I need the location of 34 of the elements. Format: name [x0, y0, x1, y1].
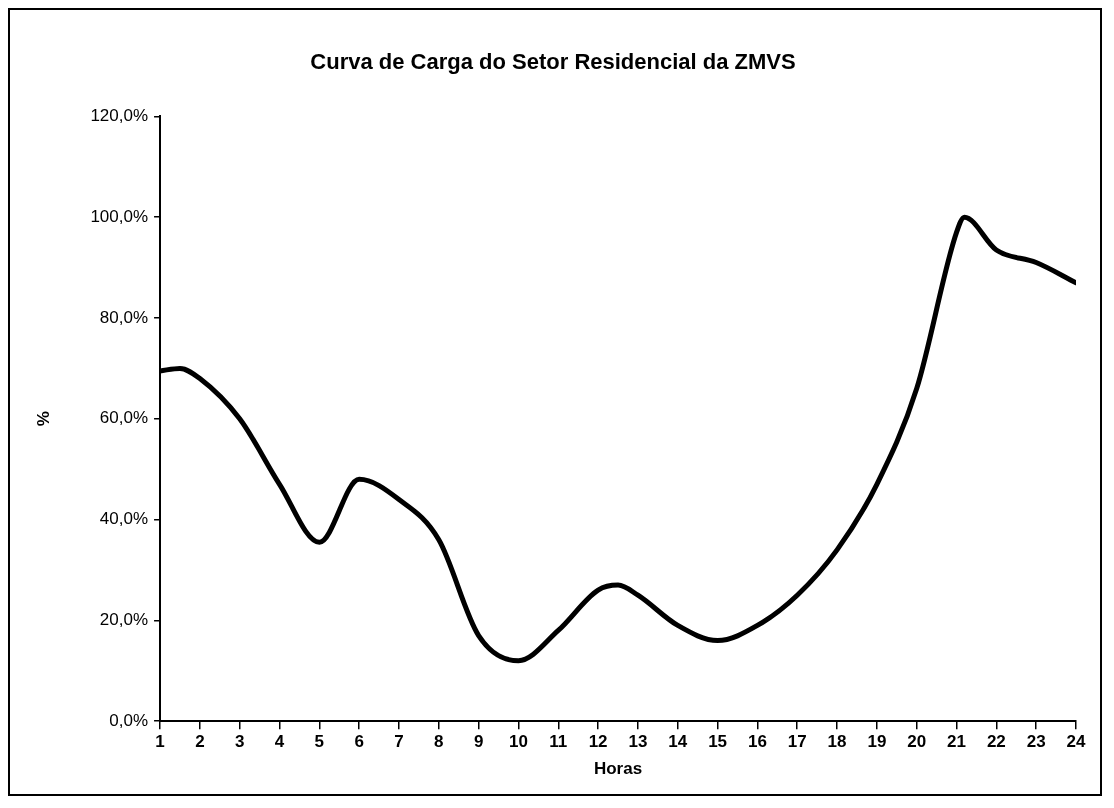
x-tick-label: 19	[867, 732, 887, 752]
y-tick-label: 120,0%	[90, 106, 149, 126]
x-tick-label: 24	[1066, 732, 1086, 752]
x-tick-label: 5	[314, 732, 325, 752]
x-tick-label: 15	[708, 732, 728, 752]
x-tick-label: 4	[274, 732, 285, 752]
x-tick-label: 2	[195, 732, 205, 752]
x-tick-label: 7	[394, 732, 404, 752]
y-tick-label: 0,0%	[109, 710, 149, 730]
x-tick-label: 10	[509, 732, 528, 752]
chart-title: Curva de Carga do Setor Residencial da ZMVS	[310, 49, 796, 75]
x-tick-label: 18	[827, 732, 847, 752]
y-tick-label: 40,0%	[99, 509, 149, 529]
x-tick-label: 8	[434, 732, 444, 752]
x-tick-label: 3	[234, 732, 245, 752]
x-tick-label: 13	[628, 732, 648, 752]
x-tick-label: 1	[155, 732, 165, 752]
y-tick-label: 20,0%	[99, 610, 149, 630]
x-tick-label: 16	[747, 732, 767, 752]
x-tick-label: 23	[1026, 732, 1046, 752]
x-tick-label: 11	[549, 732, 568, 752]
x-tick-label: 9	[473, 732, 484, 752]
x-tick-label: 12	[588, 732, 608, 752]
y-tick-label: 100,0%	[90, 206, 149, 226]
y-tick-label: 80,0%	[99, 307, 149, 327]
x-axis-title: Horas	[593, 759, 643, 779]
y-tick-label: 60,0%	[99, 408, 149, 428]
x-tick-label: 22	[986, 732, 1006, 752]
x-tick-label: 21	[947, 732, 966, 752]
x-tick-label: 17	[787, 732, 807, 752]
y-axis-title: %	[33, 411, 53, 427]
x-tick-label: 6	[354, 732, 364, 752]
x-tick-label: 20	[907, 732, 927, 752]
x-tick-label: 14	[668, 732, 688, 752]
